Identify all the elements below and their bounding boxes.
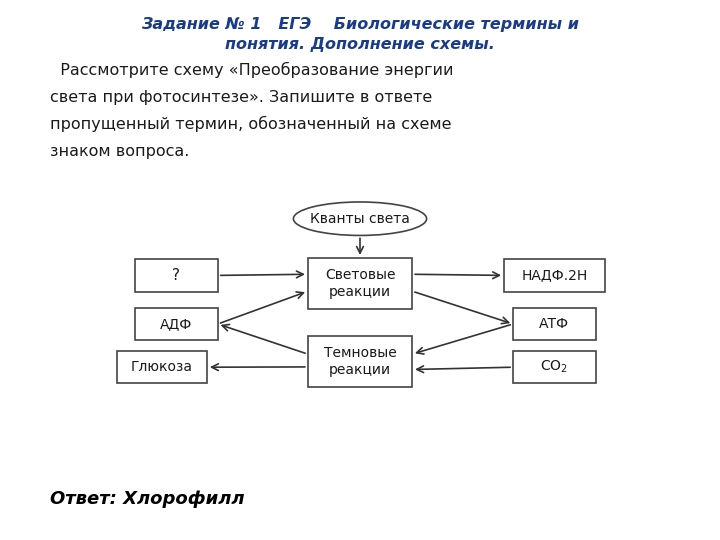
Text: знаком вопроса.: знаком вопроса. <box>50 144 190 159</box>
Text: понятия. Дополнение схемы.: понятия. Дополнение схемы. <box>225 37 495 52</box>
Text: АТФ: АТФ <box>539 317 570 331</box>
Text: Световые
реакции: Световые реакции <box>325 268 395 299</box>
Text: света при фотосинтезе». Запишите в ответе: света при фотосинтезе». Запишите в ответ… <box>50 90 433 105</box>
FancyBboxPatch shape <box>513 351 596 383</box>
Text: АДФ: АДФ <box>161 317 192 331</box>
FancyBboxPatch shape <box>513 308 596 340</box>
FancyBboxPatch shape <box>135 308 217 340</box>
FancyBboxPatch shape <box>504 259 605 292</box>
Text: Ответ: Хлорофилл: Ответ: Хлорофилл <box>50 490 245 509</box>
Text: НАДФ.2Н: НАДФ.2Н <box>521 268 588 282</box>
FancyBboxPatch shape <box>308 258 412 309</box>
Text: Рассмотрите схему «Преобразование энергии: Рассмотрите схему «Преобразование энерги… <box>50 62 454 78</box>
Text: пропущенный термин, обозначенный на схеме: пропущенный термин, обозначенный на схем… <box>50 116 452 132</box>
Text: ?: ? <box>172 268 181 283</box>
Ellipse shape <box>294 202 426 235</box>
Text: Глюкоза: Глюкоза <box>131 360 193 374</box>
FancyBboxPatch shape <box>117 351 207 383</box>
FancyBboxPatch shape <box>308 336 412 388</box>
FancyBboxPatch shape <box>135 259 217 292</box>
Text: CO$_2$: CO$_2$ <box>541 359 568 375</box>
Text: Задание № 1   ЕГЭ    Биологические термины и: Задание № 1 ЕГЭ Биологические термины и <box>141 17 579 32</box>
Text: Темновые
реакции: Темновые реакции <box>323 346 397 377</box>
Text: Кванты света: Кванты света <box>310 212 410 226</box>
